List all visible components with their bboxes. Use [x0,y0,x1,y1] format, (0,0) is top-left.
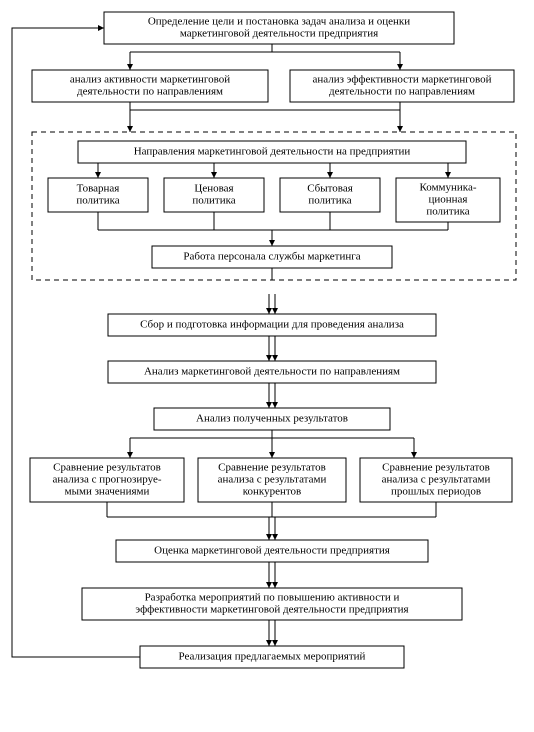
flow-node-label: анализа с результатами [218,474,327,486]
flow-node-label: ционная [429,194,468,206]
flow-node-label: политика [76,195,119,207]
flow-node-label: анализ активности маркетинговой [70,74,230,86]
flow-node-label: прошлых периодов [391,486,481,498]
flow-node-label: Разработка мероприятий по повышению акти… [145,592,400,604]
flow-node-label: анализа с результатами [382,474,491,486]
flow-node-label: политика [426,206,469,218]
flowchart-canvas: Определение цели и постановка задач анал… [0,0,534,732]
flow-node-label: Анализ маркетинговой деятельности по нап… [144,366,400,378]
flow-node-label: Работа персонала службы маркетинга [183,251,360,263]
flow-node-label: Реализация предлагаемых мероприятий [179,651,366,663]
flow-node-label: политика [308,195,351,207]
flow-node-label: Сбытовая [307,183,353,195]
flow-node-label: конкурентов [243,486,302,498]
flow-node-label: анализ эффективности маркетинговой [312,74,491,86]
flow-node-label: деятельности по направлениям [329,86,475,98]
flow-node-label: маркетинговой деятельности предприятия [180,28,378,40]
flow-node-label: Направления маркетинговой деятельности н… [134,146,411,158]
flow-node-label: анализа с прогнозируе- [52,474,161,486]
flow-node-label: Анализ полученных результатов [196,413,348,425]
flow-node-label: Сравнение результатов [218,462,326,474]
flow-node-label: эффективности маркетинговой деятельности… [135,604,408,616]
flow-node-label: политика [192,195,235,207]
flow-node-label: деятельности по направлениям [77,86,223,98]
flow-node-label: Ценовая [194,183,233,195]
flow-node-label: Сравнение результатов [382,462,490,474]
edges-layer [12,28,516,657]
flow-node-label: Оценка маркетинговой деятельности предпр… [154,545,390,557]
flow-node-label: Коммуника- [420,182,477,194]
flow-node-label: Сбор и подготовка информации для проведе… [140,319,404,331]
flow-node-label: Определение цели и постановка задач анал… [148,16,410,28]
flow-node-label: Товарная [77,183,120,195]
flow-node-label: Сравнение результатов [53,462,161,474]
flow-node-label: мыми значениями [65,486,150,498]
feedback-edge [12,28,140,657]
